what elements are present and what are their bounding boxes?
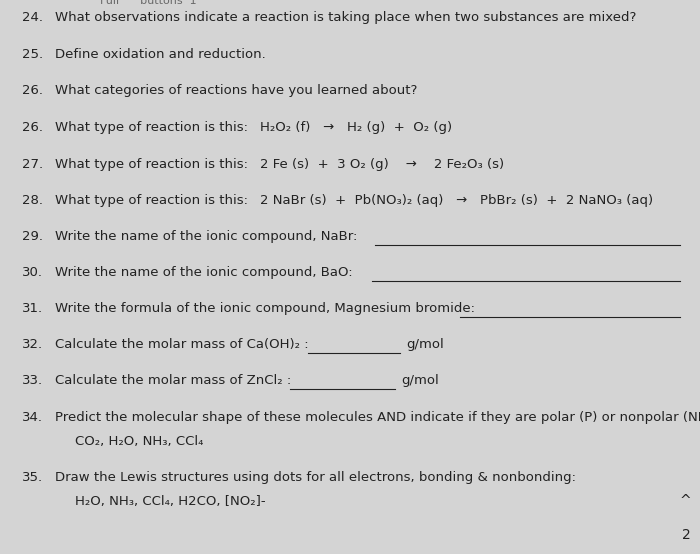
- Text: What type of reaction is this:: What type of reaction is this:: [55, 194, 248, 207]
- Text: Full      buttons  1: Full buttons 1: [100, 0, 197, 6]
- Text: 26.: 26.: [22, 121, 43, 134]
- Text: Define oxidation and reduction.: Define oxidation and reduction.: [55, 48, 266, 61]
- Text: 31.: 31.: [22, 302, 43, 315]
- Text: 29.: 29.: [22, 230, 43, 243]
- Text: 32.: 32.: [22, 338, 43, 351]
- Text: Write the formula of the ionic compound, Magnesium bromide:: Write the formula of the ionic compound,…: [55, 302, 475, 315]
- Text: 30.: 30.: [22, 266, 43, 279]
- Text: 33.: 33.: [22, 374, 43, 387]
- Text: g/mol: g/mol: [401, 374, 439, 387]
- Text: 34.: 34.: [22, 411, 43, 424]
- Text: H₂O, NH₃, CCl₄, H2CO, [NO₂]-: H₂O, NH₃, CCl₄, H2CO, [NO₂]-: [75, 495, 265, 508]
- Text: 27.: 27.: [22, 158, 43, 171]
- Text: Predict the molecular shape of these molecules AND indicate if they are polar (P: Predict the molecular shape of these mol…: [55, 411, 700, 424]
- Text: g/mol: g/mol: [406, 338, 444, 351]
- Text: 24.: 24.: [22, 11, 43, 24]
- Text: 35.: 35.: [22, 471, 43, 484]
- Text: Calculate the molar mass of ZnCl₂ :: Calculate the molar mass of ZnCl₂ :: [55, 374, 291, 387]
- Text: 2 Fe (s)  +  3 O₂ (g)    →    2 Fe₂O₃ (s): 2 Fe (s) + 3 O₂ (g) → 2 Fe₂O₃ (s): [260, 158, 504, 171]
- Text: 28.: 28.: [22, 194, 43, 207]
- Text: Write the name of the ionic compound, BaO:: Write the name of the ionic compound, Ba…: [55, 266, 353, 279]
- Text: ^: ^: [680, 494, 692, 508]
- Text: 2 NaBr (s)  +  Pb(NO₃)₂ (aq)   →   PbBr₂ (s)  +  2 NaNO₃ (aq): 2 NaBr (s) + Pb(NO₃)₂ (aq) → PbBr₂ (s) +…: [260, 194, 653, 207]
- Text: Draw the Lewis structures using dots for all electrons, bonding & nonbonding:: Draw the Lewis structures using dots for…: [55, 471, 576, 484]
- Text: CO₂, H₂O, NH₃, CCl₄: CO₂, H₂O, NH₃, CCl₄: [75, 435, 204, 448]
- Text: 2: 2: [682, 528, 691, 542]
- Text: Calculate the molar mass of Ca(OH)₂ :: Calculate the molar mass of Ca(OH)₂ :: [55, 338, 309, 351]
- Text: Write the name of the ionic compound, NaBr:: Write the name of the ionic compound, Na…: [55, 230, 358, 243]
- Text: 26.: 26.: [22, 84, 43, 97]
- Text: What type of reaction is this:: What type of reaction is this:: [55, 121, 248, 134]
- Text: What categories of reactions have you learned about?: What categories of reactions have you le…: [55, 84, 417, 97]
- Text: What type of reaction is this:: What type of reaction is this:: [55, 158, 248, 171]
- Text: H₂O₂ (f)   →   H₂ (g)  +  O₂ (g): H₂O₂ (f) → H₂ (g) + O₂ (g): [260, 121, 452, 134]
- Text: What observations indicate a reaction is taking place when two substances are mi: What observations indicate a reaction is…: [55, 11, 636, 24]
- Text: 25.: 25.: [22, 48, 43, 61]
